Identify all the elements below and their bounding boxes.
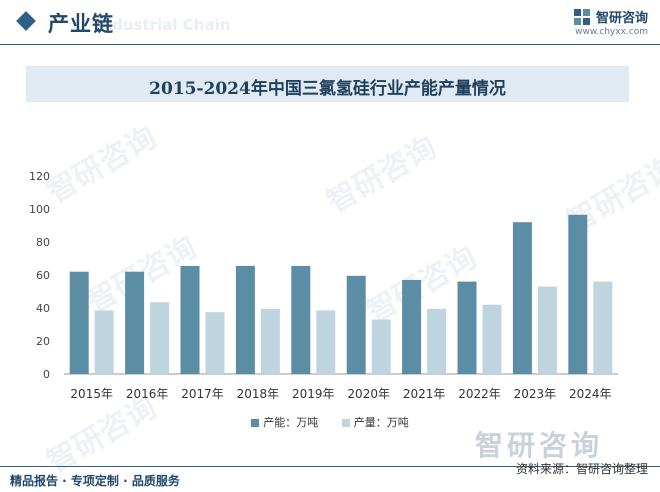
- bar-chart: 0 20 40 60 80 100 120 2015年 2016年 2017年 2018年 2019年…: [29, 170, 618, 401]
- x-tick-label: 2020年: [347, 387, 390, 401]
- y-tick-label: 40: [36, 302, 50, 315]
- chart-title-band: 2015-2024年中国三氯氢硅行业产能产量情况: [26, 66, 629, 102]
- chart-title: 2015-2024年中国三氯氢硅行业产能产量情况: [149, 79, 506, 99]
- legend-item-capacity: 产能：万吨: [251, 414, 318, 430]
- x-tick-label: 2021年: [403, 387, 446, 401]
- section-subtitle: Industrial Chain: [96, 16, 231, 34]
- bar-capacity: [125, 271, 145, 374]
- x-tick-label: 2023年: [514, 387, 557, 401]
- x-tick-label: 2015年: [70, 387, 113, 401]
- y-tick-label: 100: [29, 203, 50, 216]
- footer-logo: 智研咨询: [475, 429, 604, 462]
- y-tick-label: 120: [29, 170, 50, 183]
- bar-output: [205, 312, 225, 374]
- brand-name: 智研咨询: [595, 11, 648, 26]
- bar-capacity: [568, 214, 588, 374]
- bar-capacity: [180, 265, 200, 374]
- bar-capacity: [235, 265, 255, 374]
- y-tick-label: 20: [36, 335, 50, 348]
- footer-slogan: 精品报告 · 专项定制 · 品质服务: [10, 474, 180, 488]
- legend: 产能：万吨 产量：万吨: [0, 414, 660, 430]
- y-tick-label: 60: [36, 269, 50, 282]
- bar-output: [482, 304, 502, 374]
- bar-output: [316, 310, 336, 374]
- section-title: 产业链: [48, 12, 114, 36]
- bar-capacity: [291, 265, 311, 374]
- bar-capacity: [512, 222, 532, 374]
- legend-swatch-capacity: [251, 419, 260, 427]
- legend-swatch-output: [341, 419, 350, 427]
- bar-output: [593, 281, 613, 374]
- bar-capacity: [69, 271, 89, 374]
- bar-output: [94, 310, 114, 374]
- bar-output: [371, 319, 391, 374]
- x-tick-label: 2022年: [458, 387, 501, 401]
- legend-label-output: 产量：万吨: [353, 416, 409, 429]
- data-source: 资料来源：智研咨询整理: [515, 462, 648, 476]
- x-tick-label: 2018年: [237, 387, 280, 401]
- x-tick-label: 2019年: [292, 387, 335, 401]
- header: Industrial Chain 产业链 智研咨询 www.chyxx.com: [0, 0, 660, 52]
- bar-output: [150, 302, 170, 374]
- brand-url: www.chyxx.com: [575, 27, 648, 37]
- bar-capacity: [346, 275, 366, 374]
- x-tick-label: 2016年: [126, 387, 169, 401]
- bar-output: [537, 286, 557, 374]
- bar-output: [427, 308, 447, 374]
- bar-output: [260, 308, 280, 374]
- brand-logo-icon: [573, 8, 590, 25]
- bar-capacity: [402, 279, 422, 374]
- y-tick-label: 0: [43, 368, 50, 381]
- footer-divider: [0, 466, 660, 467]
- legend-item-output: 产量：万吨: [341, 414, 409, 430]
- brand: 智研咨询 www.chyxx.com: [573, 6, 648, 37]
- header-divider: [0, 44, 660, 45]
- legend-label-capacity: 产能：万吨: [263, 416, 319, 429]
- y-tick-label: 80: [36, 236, 50, 249]
- bar-capacity: [457, 281, 477, 374]
- x-tick-label: 2024年: [569, 387, 612, 401]
- x-tick-label: 2017年: [181, 387, 224, 401]
